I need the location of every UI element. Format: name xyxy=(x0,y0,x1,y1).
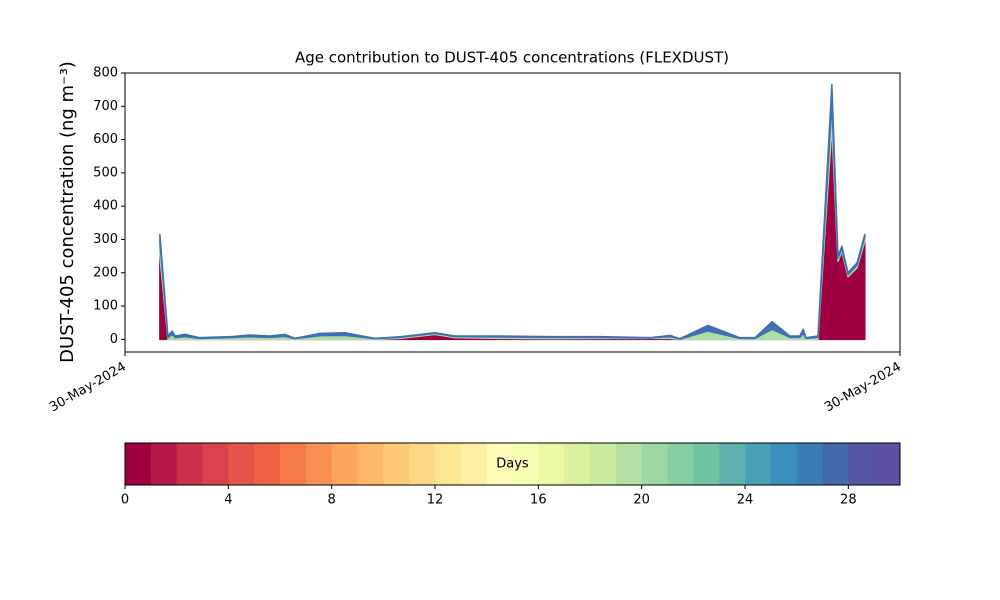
colorbar-cell xyxy=(848,443,875,485)
colorbar-cell xyxy=(512,443,539,485)
colorbar-label: Days xyxy=(496,457,529,472)
area xyxy=(159,125,866,341)
y-axis-label: DUST-405 concentration (ng m⁻³) xyxy=(57,61,78,363)
colorbar-cell xyxy=(383,443,410,485)
colorbar-cell xyxy=(125,443,152,485)
y-tick-label: 0 xyxy=(110,332,118,347)
colorbar-frame xyxy=(124,442,901,486)
colorbar-cell xyxy=(874,443,901,485)
colorbar-cell xyxy=(538,443,565,485)
colorbar-cell xyxy=(719,443,746,485)
colorbar-cell xyxy=(176,443,203,485)
y-tick-label: 300 xyxy=(93,232,118,247)
colorbar-tick-label: 4 xyxy=(224,493,232,508)
colorbar-tick-label: 24 xyxy=(737,493,754,508)
colorbar-cell xyxy=(590,443,617,485)
colorbar-cell xyxy=(305,443,333,485)
y-tick-label: 600 xyxy=(93,132,118,147)
x-tick-label: 30-May-2024 xyxy=(822,360,904,416)
colorbar-cell xyxy=(796,443,823,485)
colorbar-tick-label: 16 xyxy=(530,493,547,508)
colorbar-cell xyxy=(615,443,643,485)
colorbar-cell xyxy=(667,443,694,485)
colorbar-tick-label: 28 xyxy=(840,493,857,508)
chart-title: Age contribution to DUST-405 concentrati… xyxy=(295,49,729,67)
y-tick-label: 800 xyxy=(93,66,118,81)
y-tick-label: 400 xyxy=(93,199,118,214)
colorbar-tick-label: 12 xyxy=(427,493,444,508)
colorbar-cell xyxy=(641,443,668,485)
colorbar-cell xyxy=(331,443,358,485)
colorbar-cell xyxy=(228,443,255,485)
colorbar-cell xyxy=(202,443,229,485)
colorbar-cell xyxy=(564,443,591,485)
y-tick-label: 100 xyxy=(93,299,118,314)
colorbar-cell xyxy=(254,443,281,485)
colorbar-tick-label: 20 xyxy=(633,493,650,508)
colorbar-tick-label: 0 xyxy=(121,493,129,508)
colorbar-cell xyxy=(435,443,462,485)
plot-frame xyxy=(124,72,901,353)
colorbar-cell xyxy=(150,443,178,485)
colorbar-cell xyxy=(486,443,513,485)
y-tick-label: 200 xyxy=(93,265,118,280)
y-tick-label: 700 xyxy=(93,99,118,114)
colorbar-cell xyxy=(693,443,720,485)
y-tick-label: 500 xyxy=(93,165,118,180)
colorbar-cell xyxy=(409,443,436,485)
colorbar-cell xyxy=(770,443,798,485)
colorbar-cell xyxy=(745,443,772,485)
colorbar-cell xyxy=(822,443,849,485)
area xyxy=(159,102,866,341)
colorbar-cell xyxy=(280,443,307,485)
x-tick-label: 30-May-2024 xyxy=(47,360,129,416)
area xyxy=(159,83,866,340)
colorbar-cell xyxy=(460,443,488,485)
colorbar-tick-label: 8 xyxy=(328,493,336,508)
colorbar-cell xyxy=(357,443,384,485)
